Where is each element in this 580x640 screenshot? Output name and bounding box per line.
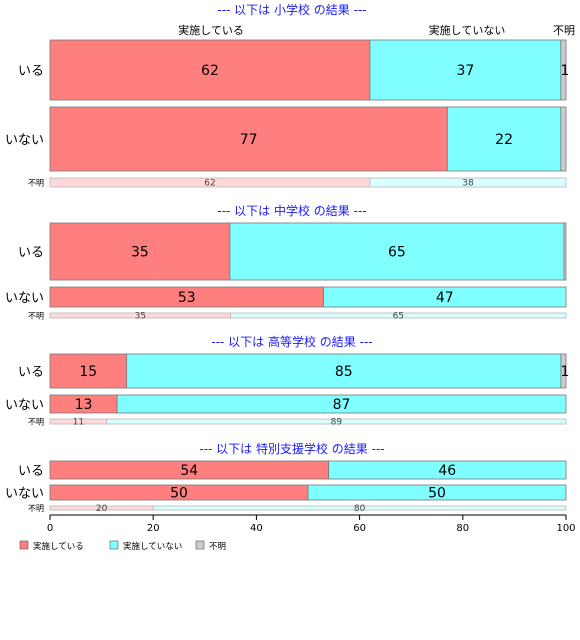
bar-segment-not-implemented [106,418,567,425]
data-label-implemented: 15 [79,364,97,380]
group-label: いる [18,464,44,479]
bar-segment-unknown [560,106,567,172]
bar-segment-not-implemented [446,106,562,172]
data-label-not-implemented: 65 [393,312,404,322]
bar-segment-not-implemented [369,177,567,188]
panel-title: --- 以下は 高等学校 の結果 --- [211,334,372,349]
bar-segment-implemented [49,222,231,281]
bar-segment-not-implemented [323,286,567,308]
bar-segment-unknown [560,353,567,389]
bar-segment-implemented [49,353,128,389]
data-label-implemented: 62 [204,179,215,189]
data-label-not-implemented: 38 [462,179,474,189]
data-label-not-implemented: 65 [388,245,406,261]
panel-title: --- 以下は 中学校 の結果 --- [217,203,366,218]
group-label: いる [18,64,44,79]
bar-segment-implemented [49,39,371,101]
bar-segment-not-implemented [369,39,562,101]
legend-label-implemented: 実施している [33,541,84,552]
legend-swatch-not-implemented [109,540,119,550]
bar-segment-unknown [560,39,567,101]
data-label-implemented: 35 [135,312,146,322]
x-tick-label: 0 [47,523,53,534]
data-label-not-implemented: 87 [333,397,351,413]
bar-segment-not-implemented [116,394,567,414]
x-tick-label: 40 [250,523,263,534]
data-label-not-implemented: 46 [438,463,456,479]
group-label: 不明 [28,418,44,427]
data-label-unknown: 1 [561,364,570,380]
x-tick-label: 80 [456,523,469,534]
data-label-not-implemented: 22 [495,132,513,148]
data-label-implemented: 20 [96,504,108,514]
column-label-not-implemented: 実施していない [429,23,506,37]
bar-segment-not-implemented [230,312,567,319]
bar-segment-not-implemented [307,484,567,501]
x-tick-label: 100 [556,523,575,534]
group-label: いる [18,246,44,261]
group-label: 不明 [28,312,44,321]
panel-title: --- 以下は 小学校 の結果 --- [217,2,366,17]
legend-swatch-unknown [195,540,205,550]
data-label-implemented: 50 [170,486,188,502]
legend-label-unknown: 不明 [209,542,226,552]
legend-swatch-implemented [19,540,29,550]
data-label-implemented: 77 [240,132,258,148]
data-label-implemented: 35 [131,245,149,261]
legend-label-not-implemented: 実施していない [123,541,182,552]
x-tick-label: 20 [147,523,160,534]
bar-segment-unknown [563,222,567,281]
data-label-implemented: 54 [180,463,198,479]
data-label-implemented: 53 [178,290,196,306]
bar-segment-not-implemented [328,460,567,480]
data-label-implemented: 13 [75,397,93,413]
data-label-not-implemented: 80 [354,504,366,514]
data-label-not-implemented: 85 [335,364,353,380]
x-tick-label: 60 [353,523,366,534]
data-label-implemented: 62 [201,63,219,79]
bar-segment-not-implemented [152,505,567,511]
bar-segment-not-implemented [126,353,562,389]
group-label: いない [5,487,44,502]
group-label: いない [5,398,44,413]
group-label: いる [18,365,44,380]
data-label-not-implemented: 89 [331,418,343,428]
data-label-not-implemented: 37 [456,63,474,79]
bar-segment-not-implemented [229,222,565,281]
data-label-unknown: 1 [561,63,570,79]
data-label-not-implemented: 50 [428,486,446,502]
group-label: 不明 [28,504,44,513]
data-label-implemented: 11 [73,418,84,428]
group-label: いない [5,133,44,148]
column-label-implemented: 実施している [178,23,244,37]
group-label: 不明 [28,179,44,188]
data-label-not-implemented: 47 [436,290,454,306]
column-label-unknown: 不明 [553,24,575,37]
group-label: いない [5,291,44,306]
panel-title: --- 以下は 特別支援学校 の結果 --- [199,441,384,456]
